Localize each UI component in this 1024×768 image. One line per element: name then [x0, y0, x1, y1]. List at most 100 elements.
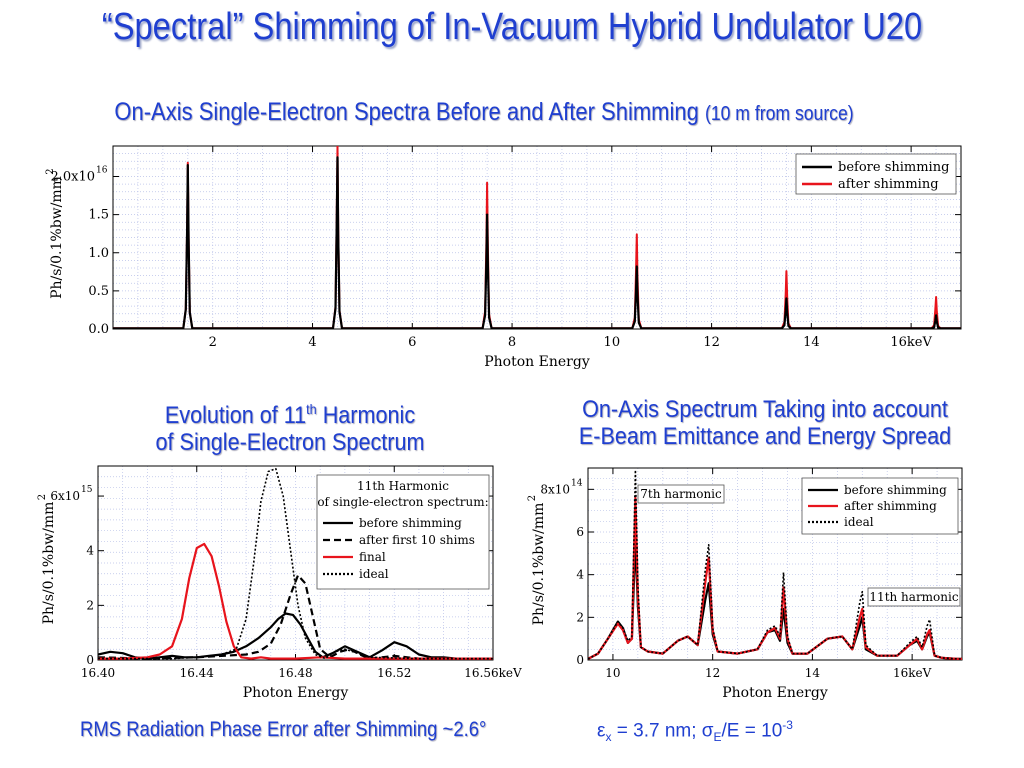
right-y-axis-label-sup: 2 [527, 495, 538, 501]
top-y-tick-label: 1.5 [88, 208, 109, 223]
top-chart-title: On-Axis Single-Electron Spectra Before a… [0, 98, 968, 127]
top-x-tick-label: 6 [408, 335, 416, 350]
left-chart-title-l2: of Single-Electron Spectrum [155, 429, 425, 456]
right-x-tick-label: 14 [805, 666, 821, 680]
left-legend-label: before shimming [359, 516, 462, 530]
top-y-tick-label: 0.5 [88, 284, 109, 299]
top-x-tick-label: 12 [703, 335, 720, 350]
right-annotation-7th-box [637, 484, 725, 504]
top-x-tick-label: 14 [803, 335, 820, 350]
left-x-tick-label: 16.56keV [464, 666, 522, 680]
top-chart: 2 4 6 8 10 12 14 16keV 0.0 0.5 1.0 1.5 2.0x10 16 Photo… [45, 145, 962, 370]
left-y-tick-label: 2 [86, 598, 94, 612]
top-legend-label: before shimming [838, 160, 949, 175]
right-annotation-11th: 11th harmonic [869, 590, 958, 604]
left-legend-title-2: of single-electron spectrum: [317, 495, 488, 509]
right-y-tick-label: 6 [576, 525, 584, 539]
right-y-axis-label: Ph/s/0.1%bw/mm [531, 503, 547, 626]
emittance-eps: ε [597, 720, 606, 742]
left-series-after-first-10-shims [98, 574, 493, 660]
left-legend-label: after first 10 shims [359, 533, 475, 547]
top-y-tick-label: 2.0x10 [50, 170, 95, 185]
right-y-tick-label: 2 [576, 610, 584, 624]
right-x-tick-label: 10 [605, 666, 620, 680]
right-y-tick-label: 4 [576, 568, 584, 582]
right-annotation-7th: 7th harmonic [640, 487, 722, 501]
right-x-tick-label: 16keV [893, 666, 932, 680]
left-chart-title: Evolution of 11th Harmonic of Single-Ele… [119, 396, 461, 456]
right-y-tick-exponent: 14 [571, 478, 583, 488]
right-series-group [588, 469, 962, 660]
right-y-tick-label: 8x10 [540, 482, 570, 496]
top-y-tick-label: 1.0 [88, 246, 109, 261]
right-legend-label: after shimming [844, 499, 937, 513]
right-chart-title-l1: On-Axis Spectrum Taking into account [582, 396, 948, 423]
right-x-axis-label: Photon Energy [722, 685, 828, 701]
left-y-tick-exponent: 15 [81, 485, 93, 495]
right-series-ideal [588, 469, 962, 660]
left-chart-title-sup: th [306, 401, 317, 417]
right-legend: before shimming after shimming ideal [801, 477, 959, 535]
top-chart-title-main: On-Axis Single-Electron Spectra Before a… [114, 98, 699, 126]
left-legend-box [316, 474, 490, 590]
top-x-tick-label: 8 [508, 335, 516, 350]
emittance-sigma: σ [701, 720, 714, 742]
right-chart-title-l2: E-Beam Emittance and Energy Spread [578, 423, 952, 450]
top-chart-title-note: (10 m from source) [704, 103, 854, 125]
top-x-tick-label: 2 [209, 335, 217, 350]
top-grid [112, 146, 961, 329]
top-legend-label: after shimming [838, 177, 939, 192]
left-x-tick-label: 16.44 [180, 666, 215, 680]
emittance-e: E [713, 730, 722, 745]
top-y-axis-label: Ph/s/0.1%bw/mm [49, 176, 65, 299]
right-legend-label: ideal [844, 515, 874, 529]
left-y-axis-label-sup: 2 [37, 494, 48, 500]
left-chart-title-l1-end: Harmonic [316, 402, 416, 429]
top-y-tick-label: 0.0 [88, 322, 109, 337]
left-series-before-shimming [98, 612, 493, 660]
left-y-tick-label: 0 [86, 653, 94, 667]
left-series-group [98, 467, 493, 660]
left-chart-title-l1: Evolution of 11 [164, 402, 307, 429]
top-x-tick-label: 10 [604, 335, 621, 350]
left-x-axis-label: Photon Energy [243, 685, 349, 701]
right-annotation-11th-box [867, 587, 961, 607]
right-frame [587, 467, 963, 661]
left-x-tick-label: 16.48 [278, 666, 312, 680]
top-x-tick-label: 16keV [890, 335, 932, 350]
left-legend: 11th Harmonic of single-electron spectrum… [316, 474, 490, 590]
phase-error-note: RMS Radiation Phase Error after Shimming… [80, 718, 487, 741]
top-legend: before shimming after shimming [795, 153, 957, 195]
left-chart: 16.40 16.44 16.48 16.52 16.56keV 0 2 4 6x10 15 Pho… [37, 465, 522, 701]
emittance-rest: /E = 10 [721, 720, 783, 742]
top-legend-box [795, 153, 957, 195]
left-series-ideal [98, 467, 493, 660]
left-legend-label: final [359, 550, 386, 564]
right-series-after-shimming [588, 496, 962, 660]
left-y-axis-label: Ph/s/0.1%bw/mm [41, 502, 57, 625]
right-legend-label: before shimming [844, 483, 947, 497]
top-y-tick-exponent: 16 [96, 166, 108, 176]
top-y-axis-label-sup: 2 [45, 168, 56, 174]
right-x-tick-label: 12 [705, 666, 720, 680]
left-x-tick-label: 16.40 [81, 666, 115, 680]
right-y-tick-label: 0 [576, 653, 584, 667]
right-chart-title: On-Axis Spectrum Taking into account E-B… [549, 396, 981, 450]
top-x-axis-label: Photon Energy [484, 354, 590, 370]
left-series-final [98, 542, 493, 660]
emittance-exp: -3 [782, 718, 793, 732]
left-legend-label: ideal [359, 567, 389, 581]
left-x-tick-label: 16.52 [377, 666, 411, 680]
page-title: “Spectral” Shimming of In-Vacuum Hybrid … [101, 6, 923, 48]
left-legend-title-1: 11th Harmonic [357, 479, 449, 493]
left-y-tick-label: 6x10 [50, 489, 80, 503]
top-x-tick-label: 4 [308, 335, 316, 350]
top-series-group [113, 146, 961, 329]
top-series-before-shimming [113, 156, 961, 329]
emittance-val: = 3.7 nm; [611, 720, 702, 742]
emittance-x: x [605, 730, 612, 745]
left-y-tick-label: 4 [86, 544, 94, 558]
emittance-note: εx = 3.7 nm; σE/E = 10-3 [597, 718, 793, 744]
